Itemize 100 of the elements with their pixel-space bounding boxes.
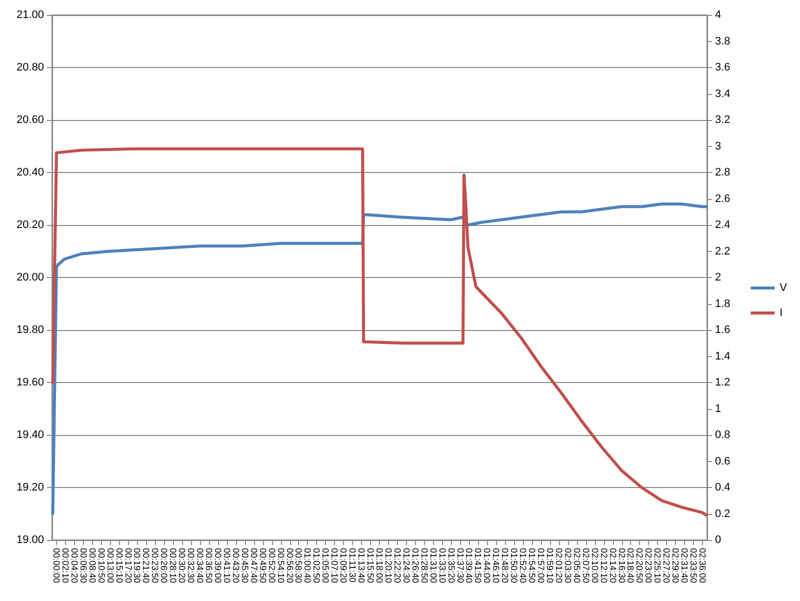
x-tick-label: 02:25:10: [652, 548, 663, 584]
x-tick-label: 01:33:10: [437, 548, 448, 584]
x-tick-label: 01:15:50: [366, 548, 376, 584]
y2-tick-label: 1.4: [715, 350, 730, 362]
y-tick-label: 20.00: [16, 272, 44, 284]
x-tick-label: 00:10:50: [96, 548, 106, 584]
y-tick-label: 21.00: [16, 9, 44, 21]
x-tick-label: 00:17:20: [123, 548, 134, 584]
y2-tick-label: 1.2: [715, 376, 730, 388]
y2-tick-label: 1: [715, 402, 722, 415]
x-tick-label: 00:23:50: [150, 548, 160, 584]
x-tick-label: 02:29:30: [670, 548, 681, 584]
x-tick-label: 01:28:50: [419, 548, 430, 584]
y2-tick-label: 2.6: [715, 192, 730, 205]
legend-label: I: [780, 307, 783, 319]
y-tick-label: 19.60: [16, 376, 44, 388]
x-tick-label: 01:18:00: [374, 548, 384, 584]
x-tick-label: 00:41:10: [222, 548, 232, 584]
x-tick-label: 01:44:00: [482, 548, 492, 584]
x-tick-label: 00:36:50: [204, 548, 214, 584]
x-tick-label: 01:26:40: [410, 548, 420, 584]
x-tick-label: 01:59:10: [544, 548, 555, 584]
x-tick-label: 01:46:10: [491, 548, 502, 584]
y2-tick-label: 1.8: [715, 298, 730, 310]
y2-tick-label: 2: [715, 272, 722, 284]
x-tick-label: 02:23:00: [644, 548, 654, 584]
y2-tick-label: 2.4: [715, 219, 730, 231]
x-tick-label: 00:45:30: [240, 548, 250, 584]
x-tick-label: 01:57:00: [536, 548, 546, 584]
x-tick-label: 01:11:30: [348, 548, 358, 582]
y2-tick-label: 3.2: [715, 114, 730, 126]
y2-tick-label: 2.2: [715, 245, 730, 258]
y2-tick-label: 0.2: [715, 508, 730, 520]
x-tick-label: 01:35:20: [446, 548, 456, 584]
x-tick-label: 02:18:40: [626, 548, 636, 584]
x-tick-label: 00:06:30: [78, 548, 88, 584]
x-tick-label: 00:52:00: [266, 548, 277, 584]
x-tick-label: 02:07:50: [580, 548, 591, 584]
x-tick-label: 00:04:20: [69, 548, 80, 584]
x-tick-label: 00:30:20: [177, 548, 188, 584]
x-tick-label: 00:00:00: [51, 548, 62, 584]
x-tick-label: 00:39:00: [212, 548, 223, 584]
x-tick-label: 00:32:30: [186, 548, 196, 584]
x-tick-label: 01:20:10: [383, 548, 394, 584]
y2-tick-label: 3.6: [715, 62, 730, 74]
x-tick-label: 02:03:30: [562, 548, 573, 584]
y-tick-label: 19.20: [16, 482, 44, 494]
y2-tick-label: 3: [715, 140, 722, 152]
x-tick-label: 01:02:50: [312, 548, 322, 584]
y2-tick-label: 2.8: [715, 166, 730, 178]
x-tick-label: 01:41:50: [473, 548, 484, 584]
x-tick-label: 01:05:00: [320, 548, 331, 584]
x-tick-label: 02:12:10: [598, 548, 609, 584]
legend-label: V: [780, 282, 788, 294]
x-tick-label: 02:36:00: [698, 548, 708, 584]
x-tick-label: 01:00:40: [302, 548, 313, 584]
x-tick-label: 02:01:20: [554, 548, 564, 584]
x-tick-label: 00:58:30: [294, 548, 304, 584]
x-tick-label: 00:21:40: [141, 548, 152, 584]
x-tick-label: 02:31:40: [680, 548, 690, 584]
x-tick-label: 00:54:10: [276, 548, 286, 584]
y2-tick-label: 0.8: [715, 429, 730, 441]
x-tick-label: 00:34:40: [195, 548, 206, 584]
x-tick-label: 01:39:40: [464, 548, 474, 584]
x-tick-label: 01:37:30: [455, 548, 466, 584]
y2-tick-label: 0: [715, 534, 722, 546]
x-tick-label: 00:08:40: [87, 548, 98, 584]
x-tick-label: 01:52:40: [518, 548, 528, 584]
x-tick-label: 02:16:30: [616, 548, 627, 584]
y-tick-label: 20.80: [16, 62, 44, 74]
y2-tick-label: 1.6: [715, 324, 730, 336]
y2-tick-label: 0.6: [715, 455, 730, 468]
x-tick-label: 00:13:00: [105, 548, 116, 584]
y-tick-label: 19.40: [16, 429, 44, 441]
x-tick-label: 00:15:10: [114, 548, 124, 584]
x-tick-label: 02:27:20: [662, 548, 672, 584]
x-tick-label: 00:43:20: [230, 548, 241, 584]
y2-tick-label: 3.4: [715, 88, 730, 100]
y-tick-label: 20.40: [16, 166, 44, 178]
x-tick-label: 00:49:50: [258, 548, 268, 584]
x-tick-label: 01:50:30: [509, 548, 520, 584]
y2-tick-label: 0.4: [715, 482, 730, 494]
x-tick-label: 00:19:30: [132, 548, 142, 584]
x-tick-label: 01:13:40: [356, 548, 367, 584]
y-tick-label: 19.00: [16, 534, 44, 546]
x-tick-label: 02:20:50: [634, 548, 645, 584]
y-tick-label: 20.20: [16, 219, 44, 231]
x-tick-label: 00:28:10: [168, 548, 178, 584]
x-tick-label: 01:54:50: [527, 548, 538, 584]
x-tick-label: 01:24:30: [401, 548, 412, 584]
x-tick-label: 00:47:40: [248, 548, 259, 584]
y2-tick-label: 3.8: [715, 35, 730, 48]
y-tick-label: 20.60: [16, 114, 44, 126]
y-tick-label: 19.80: [16, 324, 44, 336]
x-tick-label: 01:48:20: [500, 548, 510, 584]
x-tick-label: 00:26:00: [159, 548, 170, 584]
x-tick-label: 00:56:20: [284, 548, 295, 584]
y2-tick-label: 4: [715, 9, 722, 21]
x-tick-label: 00:02:10: [60, 548, 70, 584]
x-tick-label: 01:22:20: [392, 548, 402, 584]
